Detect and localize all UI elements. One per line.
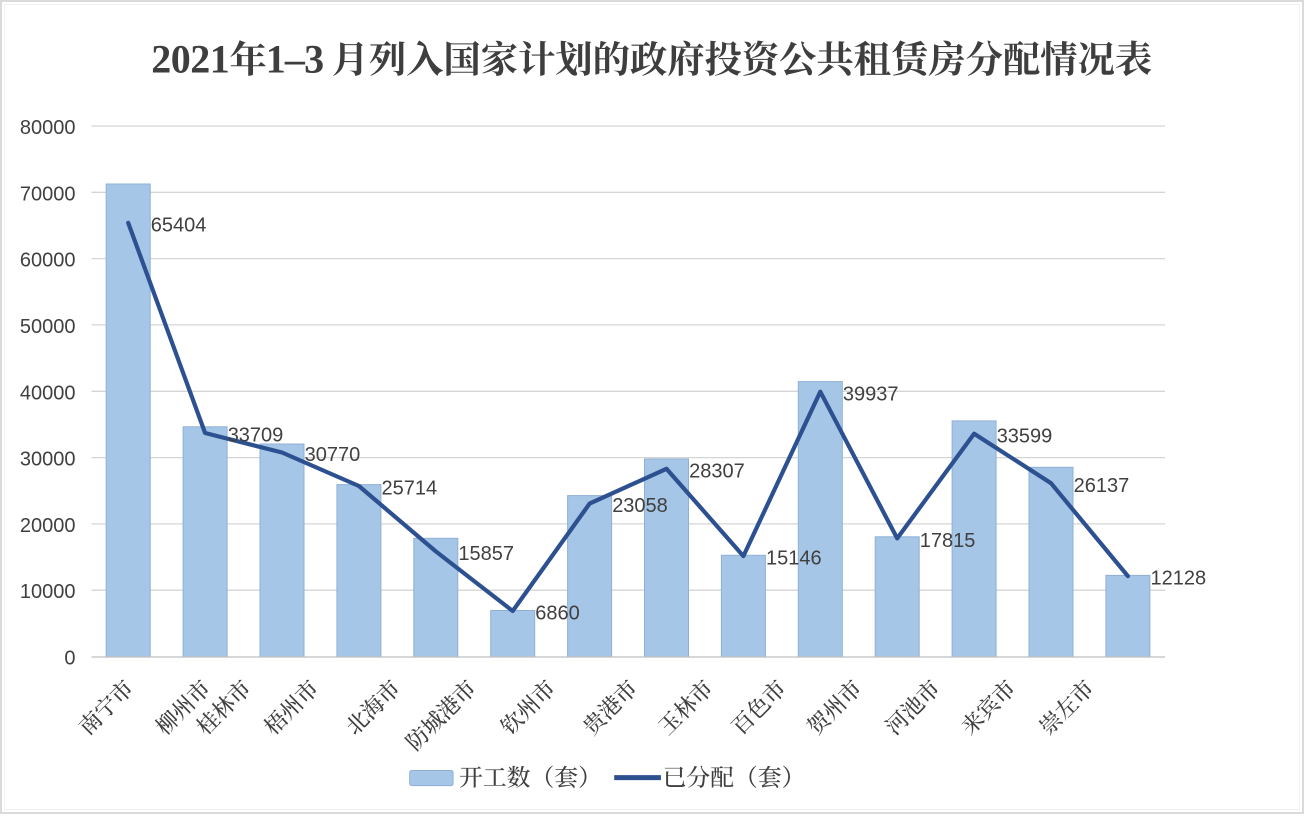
- svg-text:6860: 6860: [535, 603, 580, 625]
- svg-text:20000: 20000: [20, 515, 76, 537]
- svg-text:1–3: 1–3: [266, 37, 324, 82]
- svg-text:0: 0: [64, 648, 75, 670]
- svg-text:30770: 30770: [305, 444, 361, 466]
- svg-text:33709: 33709: [228, 425, 284, 447]
- svg-text:25714: 25714: [382, 478, 438, 500]
- svg-text:65404: 65404: [151, 214, 207, 236]
- svg-text:28307: 28307: [689, 460, 745, 482]
- svg-text:15146: 15146: [766, 548, 822, 570]
- svg-text:33599: 33599: [997, 425, 1053, 447]
- svg-text:2021: 2021: [151, 37, 229, 82]
- svg-text:17815: 17815: [920, 530, 976, 552]
- svg-text:12128: 12128: [1151, 568, 1207, 590]
- svg-text:39937: 39937: [843, 383, 899, 405]
- svg-text:40000: 40000: [20, 382, 76, 404]
- svg-text:80000: 80000: [20, 117, 76, 139]
- svg-text:26137: 26137: [1074, 475, 1130, 497]
- svg-text:30000: 30000: [20, 449, 76, 471]
- svg-text:10000: 10000: [20, 581, 76, 603]
- svg-text:50000: 50000: [20, 316, 76, 338]
- svg-text:70000: 70000: [20, 183, 76, 205]
- svg-text:60000: 60000: [20, 250, 76, 272]
- svg-text:23058: 23058: [612, 495, 668, 517]
- svg-text:15857: 15857: [458, 543, 514, 565]
